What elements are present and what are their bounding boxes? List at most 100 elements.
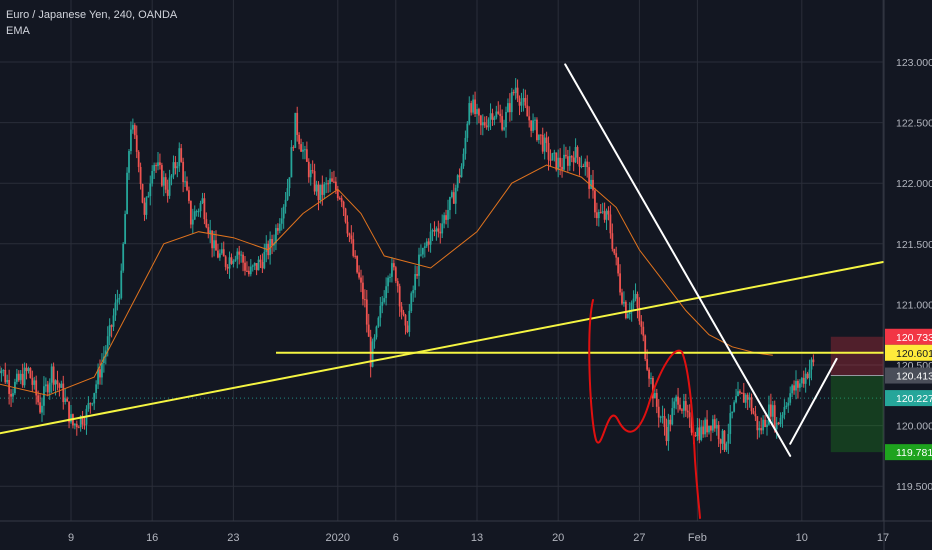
- candle-body: [744, 394, 747, 403]
- candle-body: [344, 208, 347, 222]
- candle-body: [180, 148, 183, 162]
- candle-body: [215, 240, 217, 251]
- candle-body: [402, 312, 405, 315]
- candle-body: [655, 392, 658, 407]
- candle-body: [31, 378, 34, 385]
- candle-body: [578, 157, 581, 167]
- candle-body: [675, 396, 678, 402]
- candle-body: [66, 398, 69, 402]
- candle-body: [659, 416, 662, 418]
- candle-body: [164, 177, 167, 190]
- candle-body: [793, 385, 795, 391]
- candle-body: [508, 103, 511, 113]
- candle-body: [220, 249, 223, 254]
- candle-body: [597, 211, 600, 219]
- candle-body: [131, 125, 134, 130]
- candle-body: [365, 299, 368, 325]
- candle-body: [530, 120, 533, 131]
- candle-body: [555, 152, 558, 170]
- candle-body: [319, 184, 322, 201]
- candle-body: [565, 154, 567, 157]
- candle-body: [37, 395, 40, 403]
- candle-body: [646, 359, 649, 370]
- candle-body: [733, 402, 736, 412]
- candle-body: [305, 149, 308, 162]
- price-label-text: 120.227: [896, 393, 932, 405]
- candle-body: [563, 154, 565, 170]
- candle-body: [358, 272, 360, 278]
- candle-body: [89, 403, 92, 405]
- candle-body: [238, 251, 241, 255]
- candle-body: [810, 359, 813, 370]
- candle-body: [773, 405, 776, 430]
- candle-body: [336, 189, 339, 199]
- candle-body: [236, 251, 239, 260]
- candle-body: [449, 197, 451, 211]
- candle-body: [193, 211, 196, 220]
- candle-body: [288, 177, 291, 189]
- candle-body: [601, 211, 604, 213]
- candle-body: [356, 256, 359, 273]
- x-tick-label: 9: [68, 532, 74, 544]
- candle-body: [259, 259, 262, 263]
- candle-body: [408, 310, 411, 332]
- candle-body: [151, 170, 154, 184]
- candle-body: [334, 181, 337, 190]
- price-label-text: 119.781: [896, 447, 932, 459]
- candle-body: [205, 219, 208, 228]
- candle-body: [278, 223, 281, 231]
- candle-body: [126, 172, 128, 214]
- candle-body: [213, 240, 215, 249]
- price-label-text: 120.601: [896, 348, 932, 360]
- candle-body: [385, 286, 388, 299]
- candle-body: [189, 200, 192, 225]
- candle-body: [653, 392, 656, 399]
- candle-body: [737, 391, 739, 397]
- candle-body: [211, 230, 214, 249]
- candle-body: [605, 210, 608, 220]
- candle-body: [172, 162, 175, 176]
- candle-body: [756, 416, 759, 431]
- price-label-badge: [885, 344, 932, 361]
- candle-body: [669, 419, 672, 425]
- candle-body: [472, 99, 475, 113]
- candle-body: [607, 210, 610, 215]
- candle-body: [590, 179, 592, 189]
- candle-body: [503, 127, 505, 130]
- candle-body: [708, 425, 710, 433]
- candle-body: [464, 137, 467, 154]
- candle-body: [522, 98, 525, 102]
- candle-body: [201, 198, 204, 204]
- candle-body: [234, 259, 237, 261]
- downtrend-line: [564, 63, 792, 457]
- candle-body: [302, 149, 304, 152]
- candle-body: [561, 166, 563, 170]
- candle-body: [574, 147, 577, 163]
- candle-body: [729, 413, 732, 434]
- indicator-label[interactable]: EMA: [6, 25, 30, 37]
- candle-body: [665, 426, 668, 442]
- candle-body: [499, 113, 502, 117]
- candle-body: [795, 381, 797, 391]
- candle-body: [338, 198, 341, 200]
- candle-body: [584, 161, 587, 167]
- candle-body: [518, 98, 521, 106]
- candle-body: [427, 241, 430, 245]
- candle-body: [261, 262, 264, 269]
- candle-body: [599, 211, 602, 213]
- candle-body: [731, 411, 734, 414]
- candle-body: [155, 165, 157, 167]
- candle-body: [64, 398, 67, 403]
- candle-body: [783, 407, 786, 415]
- candle-body: [532, 120, 534, 131]
- candle-body: [505, 111, 507, 128]
- candle-body: [62, 383, 65, 403]
- candle-body: [145, 197, 148, 215]
- y-tick-label: 119.500: [896, 481, 932, 493]
- candle-body: [557, 157, 560, 170]
- candle-body: [429, 231, 432, 245]
- candle-body: [549, 159, 552, 161]
- candle-body: [60, 383, 63, 388]
